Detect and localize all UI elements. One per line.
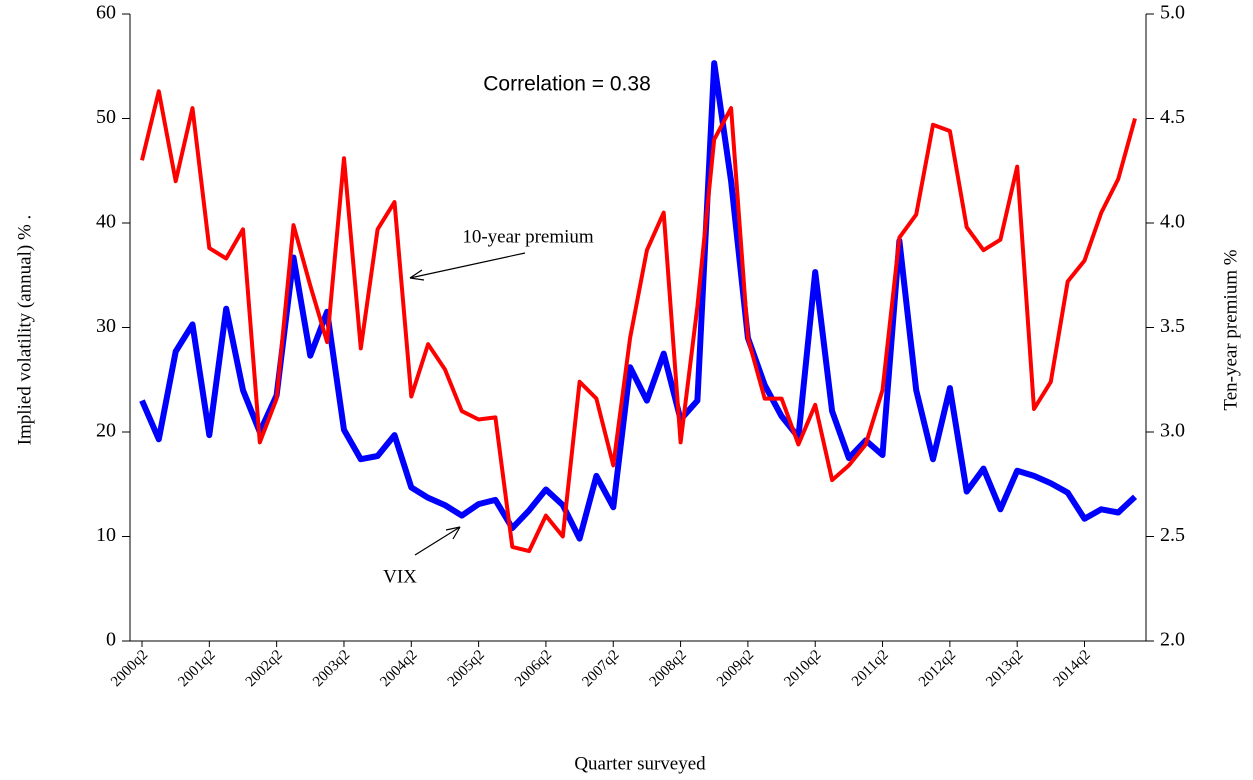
x-tick-label: 2005q2 xyxy=(445,647,488,690)
arrow-head xyxy=(409,269,425,281)
y-tick-label: 50 xyxy=(96,106,116,128)
x-tick-label: 2001q2 xyxy=(175,647,218,690)
y2-tick-label: 3.0 xyxy=(1160,420,1185,442)
x-tick-label: 2000q2 xyxy=(108,647,151,690)
y-tick-label: 30 xyxy=(96,315,116,337)
y-tick-label: 20 xyxy=(96,420,116,442)
x-tick-label: 2002q2 xyxy=(243,647,286,690)
x-tick-label: 2013q2 xyxy=(983,647,1026,690)
x-axis-label: Quarter surveyed xyxy=(574,753,706,774)
x-tick-label: 2004q2 xyxy=(377,647,420,690)
x-tick-label: 2011q2 xyxy=(849,647,892,690)
x-tick-label: 2008q2 xyxy=(647,647,690,690)
series-line xyxy=(140,89,1137,554)
y2-tick-label: 2.0 xyxy=(1160,629,1185,651)
arrow xyxy=(409,252,526,279)
series-line xyxy=(139,60,1138,542)
x-tick-label: 2006q2 xyxy=(512,647,555,690)
x-tick-label: 2014q2 xyxy=(1051,647,1094,690)
arrow xyxy=(414,526,461,556)
x-tick-label: 2009q2 xyxy=(714,647,757,690)
y-tick-label: 10 xyxy=(96,524,116,546)
annotation: Correlation = 0.38 xyxy=(483,73,651,96)
series-label: VIX xyxy=(383,566,417,587)
y2-tick-label: 4.0 xyxy=(1160,211,1185,233)
x-tick-label: 2010q2 xyxy=(781,647,824,690)
y2-axis-label: Ten-year premium % xyxy=(1220,249,1241,410)
y2-tick-label: 3.5 xyxy=(1160,315,1185,337)
x-tick-label: 2003q2 xyxy=(310,647,353,690)
x-tick-label: 2007q2 xyxy=(579,647,622,690)
y2-tick-label: 2.5 xyxy=(1160,524,1185,546)
x-tick-label: 2012q2 xyxy=(916,647,959,690)
y-tick-label: 40 xyxy=(96,211,116,233)
y2-tick-label: 5.0 xyxy=(1160,2,1185,24)
series-label: 10-year premium xyxy=(462,226,594,247)
y-tick-label: 60 xyxy=(96,2,116,24)
y-tick-label: 0 xyxy=(106,629,116,651)
y-axis-label: Implied volatility (annual) % . xyxy=(14,215,35,446)
arrow-head xyxy=(445,526,461,540)
y2-tick-label: 4.5 xyxy=(1160,106,1185,128)
